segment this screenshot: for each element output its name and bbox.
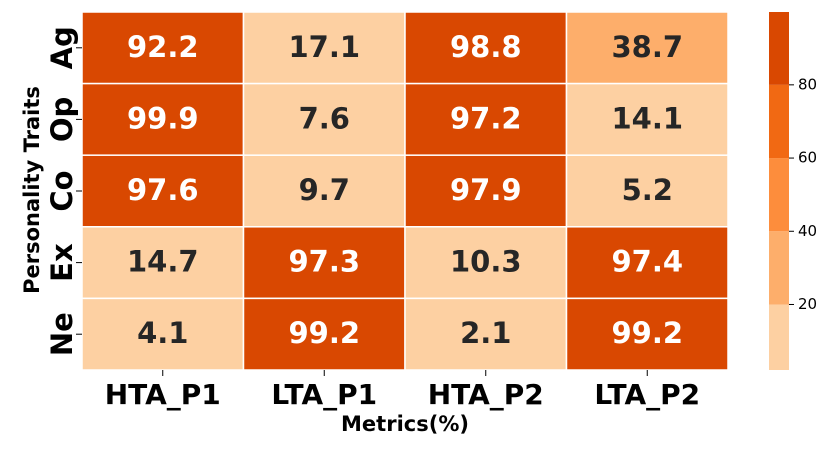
cell-value-label: 17.1 [288, 30, 360, 64]
cell-value-label: 92.2 [127, 30, 199, 64]
cell-value-label: 99.2 [611, 316, 683, 350]
cell-value-label: 7.6 [299, 101, 350, 135]
cell-value-label: 9.7 [299, 173, 350, 207]
colorbar-segment [769, 304, 789, 370]
colorbar-tick-label: 20 [798, 295, 817, 313]
colorbar-segment [769, 231, 789, 305]
cell-value-label: 97.9 [450, 173, 522, 207]
cell-value-label: 5.2 [622, 173, 673, 207]
heatmap-cell [242, 154, 406, 228]
x-tick-label: HTA_P2 [428, 378, 544, 411]
y-tick-label: Op [45, 97, 79, 142]
x-tick-label: HTA_P1 [105, 378, 221, 411]
cell-value-label: 10.3 [450, 245, 522, 279]
heatmap-cell [565, 82, 729, 156]
cell-value-label: 97.6 [127, 173, 199, 207]
heatmap-cell [242, 297, 406, 371]
y-tick-label: Co [45, 170, 79, 211]
heatmap-cell [565, 11, 729, 85]
colorbar-tick-label: 60 [798, 149, 817, 167]
heatmap-cell [565, 154, 729, 228]
x-tick-label: LTA_P1 [271, 378, 377, 411]
heatmap-cell [404, 11, 568, 85]
colorbar-segment [769, 84, 789, 159]
heatmap-cell [242, 11, 406, 85]
y-axis-title: Personality Traits [20, 86, 44, 294]
cell-value-label: 97.3 [288, 245, 360, 279]
heatmap-cell [404, 297, 568, 371]
cell-value-label: 97.4 [611, 245, 683, 279]
y-tick-label: Ex [45, 243, 79, 282]
y-tick-label: Ag [45, 26, 79, 69]
cell-value-label: 4.1 [137, 316, 188, 350]
cell-value-label: 2.1 [460, 316, 511, 350]
heatmap-cell [242, 226, 406, 300]
cell-value-label: 14.1 [611, 101, 683, 135]
heatmap-cell [565, 297, 729, 371]
x-tick-label: LTA_P2 [594, 378, 700, 411]
heatmap-cell [565, 226, 729, 300]
cell-value-label: 38.7 [611, 30, 683, 64]
cell-value-label: 99.9 [127, 101, 199, 135]
heatmap-cell [81, 11, 245, 85]
cell-value-label: 99.2 [288, 316, 360, 350]
colorbar-tick-label: 40 [798, 222, 817, 240]
cell-value-label: 97.2 [450, 101, 522, 135]
heatmap-cell [242, 82, 406, 156]
y-tick-label: Ne [45, 312, 79, 356]
colorbar-segment [769, 12, 789, 85]
x-axis-title: Metrics(%) [341, 412, 469, 436]
colorbar-tick-label: 80 [798, 75, 817, 93]
colorbar-segment [769, 158, 789, 232]
cell-value-label: 98.8 [450, 30, 522, 64]
cell-value-label: 14.7 [127, 245, 199, 279]
